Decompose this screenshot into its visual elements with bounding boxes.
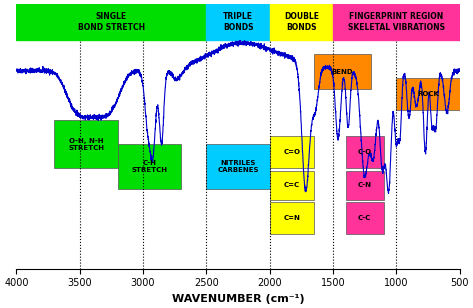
Text: ROCK: ROCK: [417, 91, 439, 97]
Text: BEND: BEND: [332, 69, 353, 75]
Bar: [333, 4, 460, 40]
FancyBboxPatch shape: [270, 202, 314, 234]
Bar: [270, 4, 333, 40]
Bar: [17, 4, 206, 40]
Text: C-O: C-O: [358, 149, 372, 155]
Text: C=N: C=N: [283, 215, 300, 221]
Text: C-C: C-C: [358, 215, 371, 221]
Text: C-N: C-N: [358, 182, 372, 188]
Text: C=O: C=O: [283, 149, 300, 155]
Text: NITRILES
CARBENES: NITRILES CARBENES: [217, 160, 259, 173]
FancyBboxPatch shape: [206, 144, 270, 189]
FancyBboxPatch shape: [346, 171, 384, 200]
FancyBboxPatch shape: [396, 78, 460, 110]
Text: C=C: C=C: [284, 182, 300, 188]
FancyBboxPatch shape: [270, 136, 314, 168]
X-axis label: WAVENUMBER (cm⁻¹): WAVENUMBER (cm⁻¹): [172, 294, 304, 304]
FancyBboxPatch shape: [346, 202, 384, 234]
Text: DOUBLE
BONDS: DOUBLE BONDS: [284, 12, 319, 32]
FancyBboxPatch shape: [346, 136, 384, 168]
FancyBboxPatch shape: [314, 55, 371, 89]
Text: SINGLE
BOND STRETCH: SINGLE BOND STRETCH: [78, 12, 145, 32]
Text: C-H
STRETCH: C-H STRETCH: [131, 160, 167, 173]
FancyBboxPatch shape: [54, 120, 118, 168]
FancyBboxPatch shape: [118, 144, 181, 189]
Text: FINGERPRINT REGION
SKELETAL VIBRATIONS: FINGERPRINT REGION SKELETAL VIBRATIONS: [348, 12, 445, 32]
Bar: [206, 4, 270, 40]
Text: O-H, N-H
STRETCH: O-H, N-H STRETCH: [68, 138, 104, 151]
FancyBboxPatch shape: [270, 171, 314, 200]
Text: TRIPLE
BONDS: TRIPLE BONDS: [223, 12, 253, 32]
